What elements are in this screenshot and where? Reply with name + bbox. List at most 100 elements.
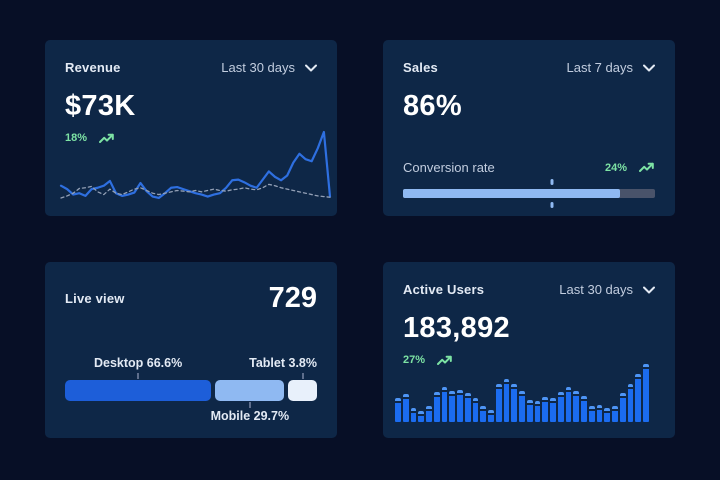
bar-cap bbox=[643, 363, 649, 367]
sales-delta: 24% bbox=[605, 162, 655, 174]
bar-cap bbox=[457, 389, 463, 393]
trend-up-icon bbox=[99, 133, 114, 143]
sales-conversion-section: Conversion rate 24% bbox=[403, 160, 655, 208]
active-users-card-header: Active Users Last 30 days bbox=[403, 282, 655, 297]
revenue-period-dropdown[interactable]: Last 30 days bbox=[221, 60, 317, 75]
bar-cap bbox=[526, 399, 533, 403]
bar-body bbox=[534, 405, 541, 422]
daily-users-bar bbox=[534, 400, 541, 422]
daily-users-bar bbox=[627, 383, 634, 422]
tablet-tick bbox=[301, 373, 304, 379]
daily-users-bar bbox=[457, 389, 463, 422]
daily-users-bar bbox=[433, 392, 440, 422]
bar-body bbox=[426, 410, 432, 422]
revenue-period-label: Last 30 days bbox=[221, 60, 295, 75]
bar-body bbox=[519, 396, 525, 422]
live-view-header: Live view 729 bbox=[65, 282, 317, 315]
bar-body bbox=[588, 410, 595, 422]
bar-body bbox=[596, 409, 603, 422]
daily-users-bar bbox=[449, 391, 455, 422]
daily-users-bar bbox=[612, 405, 618, 422]
bar-body bbox=[441, 392, 448, 422]
bar-body bbox=[464, 398, 471, 422]
bar-cap bbox=[495, 383, 502, 387]
bar-body bbox=[402, 399, 409, 422]
device-labels-bottom: Mobile 29.7% bbox=[65, 409, 317, 425]
revenue-delta: 18% bbox=[65, 132, 317, 144]
live-view-title: Live view bbox=[65, 291, 125, 306]
bar-body bbox=[410, 413, 417, 422]
daily-users-bar bbox=[526, 399, 533, 422]
bar-cap bbox=[612, 405, 618, 409]
progress-target-marker-bottom bbox=[550, 202, 554, 208]
daily-users-bar bbox=[511, 383, 517, 422]
bar-body bbox=[457, 394, 463, 422]
bar-cap bbox=[573, 391, 579, 394]
bar-cap bbox=[557, 392, 564, 396]
daily-users-bar bbox=[488, 409, 494, 422]
bar-body bbox=[495, 388, 502, 422]
daily-users-bar bbox=[441, 387, 448, 422]
daily-users-bar bbox=[464, 393, 471, 422]
sales-delta-label: 24% bbox=[604, 161, 627, 174]
progress-target-marker-top bbox=[550, 179, 554, 185]
sales-card: Sales Last 7 days 86% Conversion rate 24… bbox=[383, 40, 675, 216]
active-users-period-dropdown[interactable]: Last 30 days bbox=[559, 282, 655, 297]
daily-users-bar bbox=[472, 398, 479, 422]
daily-users-bar bbox=[503, 378, 510, 422]
bar-body bbox=[581, 400, 587, 422]
bar-cap bbox=[619, 393, 626, 397]
bar-cap bbox=[581, 395, 587, 399]
bar-cap bbox=[588, 405, 595, 409]
bar-cap bbox=[426, 405, 432, 409]
bar-cap bbox=[550, 398, 556, 402]
bar-cap bbox=[596, 404, 603, 408]
bar-cap bbox=[410, 408, 417, 412]
sales-period-dropdown[interactable]: Last 7 days bbox=[567, 60, 655, 75]
bar-body bbox=[449, 396, 455, 422]
previous-period-line bbox=[61, 184, 330, 198]
desktop-share-label: Desktop 66.6% bbox=[93, 356, 183, 370]
bar-cap bbox=[565, 387, 572, 391]
chevron-down-icon bbox=[305, 64, 317, 71]
device-stacked-bar bbox=[65, 380, 317, 401]
daily-users-bar bbox=[519, 391, 525, 422]
segment-mobile bbox=[215, 380, 285, 401]
bar-cap bbox=[402, 394, 409, 398]
bar-body bbox=[503, 383, 510, 422]
conversion-rate-label: Conversion rate bbox=[403, 160, 495, 175]
conversion-progress-bar bbox=[403, 179, 655, 208]
daily-users-bar bbox=[402, 394, 409, 422]
bar-cap bbox=[542, 397, 548, 401]
sales-value: 86% bbox=[403, 90, 462, 122]
bar-body bbox=[557, 397, 564, 422]
active-users-title: Active Users bbox=[403, 282, 485, 297]
bar-body bbox=[488, 414, 494, 422]
sales-title: Sales bbox=[403, 60, 438, 75]
bar-body bbox=[526, 404, 533, 422]
revenue-chart-canvas bbox=[61, 132, 330, 200]
daily-users-bar bbox=[596, 404, 603, 422]
active-users-delta: 27% bbox=[403, 354, 655, 366]
bar-cap bbox=[395, 398, 401, 402]
bar-body bbox=[565, 392, 572, 422]
chevron-down-icon bbox=[643, 286, 655, 293]
segment-desktop bbox=[65, 380, 212, 401]
bar-body bbox=[480, 410, 486, 422]
bar-cap bbox=[503, 378, 510, 382]
bar-cap bbox=[534, 400, 541, 404]
live-view-card: Live view 729 Desktop 66.6% Tablet 3.8% M… bbox=[45, 262, 337, 438]
daily-users-bar bbox=[557, 392, 564, 422]
active-users-value: 183,892 bbox=[403, 312, 510, 344]
bar-body bbox=[472, 403, 479, 422]
daily-users-bar bbox=[542, 397, 548, 422]
segment-tablet bbox=[288, 380, 317, 401]
bar-body bbox=[643, 368, 649, 422]
trend-up-icon bbox=[639, 162, 654, 172]
sales-card-header: Sales Last 7 days bbox=[403, 60, 655, 75]
bar-body bbox=[550, 403, 556, 422]
active-users-card: Active Users Last 30 days 183,892 27% bbox=[383, 262, 675, 438]
chevron-down-icon bbox=[643, 64, 655, 71]
device-labels-top: Desktop 66.6% Tablet 3.8% bbox=[65, 356, 317, 372]
bar-cap bbox=[418, 410, 424, 414]
